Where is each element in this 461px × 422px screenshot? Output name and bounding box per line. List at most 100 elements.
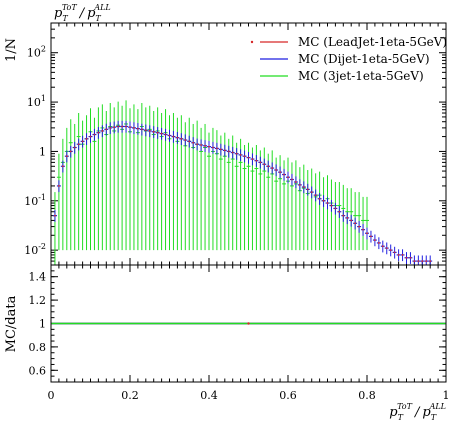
series-leadjet-point (216, 147, 218, 150)
series-leadjet-point (393, 251, 396, 254)
ytick-base: 10 (24, 244, 38, 257)
series-leadjet-point (69, 150, 72, 153)
y-axis-label-main: 1/N (4, 38, 19, 62)
ratio-xtick-label-4: 0.8 (358, 389, 376, 402)
ratio-panel: 0.6 0.8 1 1.2 1.4 0 0.2 0.4 0.6 0.8 1 (29, 264, 450, 402)
series-leadjet-point (65, 155, 68, 158)
xlabel-p2: p (422, 405, 431, 420)
series-leadjet-point (148, 130, 151, 132)
legend: MC (LeadJet-1eta-5GeV) MC (Dijet-1eta-5Ge… (250, 35, 447, 83)
series-leadjet-point (287, 176, 289, 179)
series-leadjet-point (89, 135, 92, 138)
series-leadjet-point (180, 137, 183, 140)
legend-label-1: MC (Dijet-1eta-5GeV) (298, 52, 430, 66)
series-leadjet-point (326, 202, 329, 204)
series-leadjet-point (137, 127, 139, 130)
series-leadjet-point (429, 260, 432, 262)
ratio-leadjet-point (247, 322, 250, 325)
series-leadjet-point (235, 152, 238, 155)
xlabel-sub2: T (431, 413, 437, 422)
main-ytick-label-3: 101 (27, 94, 46, 109)
series-leadjet-point (421, 260, 424, 262)
series-leadjet-point (354, 222, 357, 225)
ratio-axis-ticks: 0.6 0.8 1 1.2 1.4 0 0.2 0.4 0.6 0.8 1 (29, 264, 450, 402)
series-leadjet-point (54, 214, 56, 217)
ratio-ytick-label-0: 0.6 (29, 364, 47, 377)
series-leadjet-point (144, 129, 147, 132)
series-leadjet-point (125, 125, 127, 128)
series-leadjet-point (381, 245, 384, 248)
ratio-ytick-label-2: 1 (39, 318, 46, 331)
ratio-xtick-label-5: 1 (443, 389, 450, 402)
series-leadjet-point (358, 225, 360, 228)
series-leadjet-point (350, 219, 353, 222)
series-leadjet-point (61, 165, 64, 168)
title-sub1: T (62, 14, 68, 23)
series-leadjet-point (129, 126, 131, 129)
ytick-base: 10 (24, 195, 38, 208)
series-leadjet-point (413, 260, 416, 262)
series-leadjet-point (295, 181, 297, 183)
series-leadjet-point (172, 135, 175, 138)
series-leadjet-point (263, 163, 266, 166)
series-leadjet-point (342, 214, 345, 217)
series-leadjet-point (227, 150, 230, 153)
series-leadjet-point (322, 199, 325, 202)
series-leadjet-point (176, 136, 179, 139)
series-leadjet-point (101, 130, 104, 132)
title-sup1: ToT (62, 3, 78, 12)
series-leadjet-point (298, 183, 301, 186)
xlabel-sup2: ALL (429, 402, 446, 411)
series-leadjet-point (397, 254, 400, 256)
series-leadjet-point (385, 247, 388, 249)
series-leadjet-point (338, 210, 341, 213)
series-leadjet-point (267, 165, 270, 168)
legend-label-2: MC (3jet-1eta-5GeV) (298, 69, 424, 83)
series-leadjet-point (168, 134, 171, 137)
series-leadjet-point (401, 254, 404, 256)
series-leadjet-point (93, 133, 96, 136)
title-p2: p (87, 6, 96, 21)
main-ytick-label-1: 10-1 (24, 193, 46, 208)
series-leadjet-point (409, 256, 412, 259)
series-leadjet-point (113, 126, 116, 129)
series-leadjet-point (417, 260, 420, 262)
series-leadjet-point (212, 146, 214, 149)
series-leadjet-point (58, 185, 60, 187)
chart-title: pTToT / pTALL (54, 3, 111, 23)
series-leadjet-point (255, 159, 258, 162)
series-leadjet-point (310, 191, 313, 193)
series-leadjet-point (140, 128, 143, 131)
ratio-ytick-label-4: 1.4 (29, 271, 47, 284)
series-leadjet-point (188, 140, 191, 143)
ratio-xtick-label-3: 0.6 (279, 389, 297, 402)
series-leadjet-point (121, 125, 123, 128)
title-sup2: ALL (93, 3, 110, 12)
series-leadjet-point (164, 133, 167, 136)
series-leadjet-point (389, 249, 392, 252)
ytick-exp: -2 (38, 242, 46, 251)
series-leadjet-point (366, 232, 368, 235)
series-leadjet-point (200, 144, 203, 146)
ratio-xtick-label-1: 0.2 (121, 389, 139, 402)
xlabel-slash: / (413, 405, 421, 420)
series-leadjet-point (425, 260, 428, 262)
series-leadjet-point (283, 173, 285, 176)
series-leadjet-point (271, 167, 274, 169)
series-leadjet-point (247, 156, 250, 159)
series-leadjet-point (156, 131, 159, 134)
series-leadjet-point (219, 148, 222, 151)
xlabel-sup1: ToT (397, 402, 413, 411)
series-leadjet-point (279, 171, 281, 174)
series-leadjet-point (152, 130, 155, 133)
ratio-xtick-label-2: 0.4 (200, 389, 218, 402)
series-leadjet-point (306, 188, 309, 191)
series-leadjet-point (291, 178, 293, 181)
ratio-panel-frame (50, 264, 447, 383)
legend-marker-0 (250, 40, 254, 44)
series-leadjet-point (133, 126, 135, 129)
series-leadjet-point (97, 131, 100, 134)
